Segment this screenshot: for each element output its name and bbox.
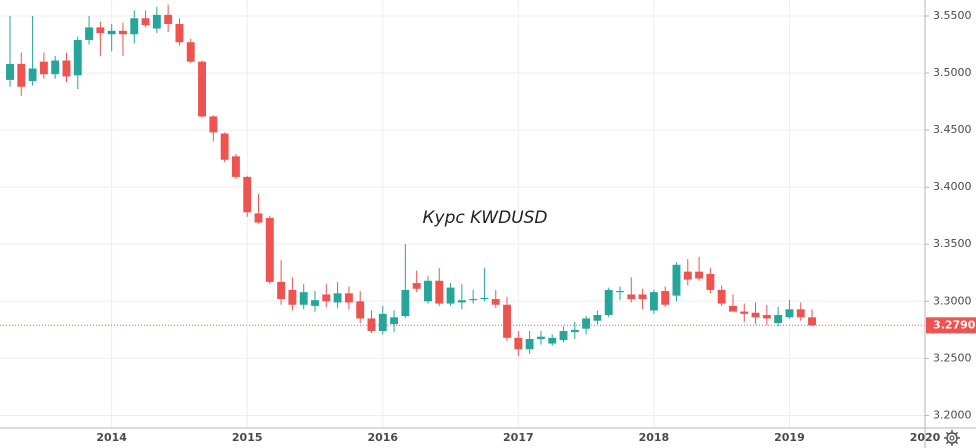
y-tick-label: 3.3500 <box>933 237 972 250</box>
time-axis-panel <box>0 428 976 448</box>
y-tick-label: 3.4500 <box>933 123 972 136</box>
candle-body <box>548 337 557 344</box>
candle-body <box>378 313 387 331</box>
candle-body <box>808 317 816 326</box>
candle-body <box>627 294 636 300</box>
candle-body <box>424 280 432 302</box>
settings-icon[interactable] <box>944 430 960 446</box>
x-tick-label: 2017 <box>503 431 534 444</box>
candle-body <box>672 264 681 296</box>
candle-body <box>175 23 184 43</box>
candle-body <box>390 317 399 325</box>
candle-body <box>164 14 173 24</box>
candle-body <box>107 30 116 35</box>
candle-body <box>265 217 274 282</box>
candle-body <box>17 63 26 87</box>
axes: 3.2000 3.2500 3.3000 3.3500 3.4000 3.4500 3.50… <box>96 9 976 444</box>
candle-body <box>638 294 647 300</box>
candle-body <box>774 315 783 323</box>
x-tick-label: 2014 <box>96 431 127 444</box>
candle-body <box>695 271 704 279</box>
candle-body <box>401 289 410 317</box>
candle-body <box>514 337 523 350</box>
x-tick-label: 2016 <box>367 431 398 444</box>
candle-body <box>299 292 308 305</box>
candle-body <box>231 156 240 177</box>
candle-body <box>356 301 365 319</box>
candle-body <box>706 273 715 290</box>
candle-body <box>616 291 624 293</box>
candle-body <box>525 338 534 350</box>
x-tick-label: 2018 <box>639 431 670 444</box>
last-price-box <box>926 317 976 334</box>
candles <box>0 4 925 357</box>
candle-body <box>435 280 444 304</box>
candle-body <box>570 329 579 333</box>
candle-body <box>683 271 692 280</box>
candle-body <box>243 176 252 213</box>
y-tick-label: 3.2000 <box>933 408 972 421</box>
y-tick-label: 3.5000 <box>933 66 972 79</box>
candle-body <box>73 39 82 76</box>
y-tick-label: 3.2500 <box>933 351 972 364</box>
candle-body <box>582 318 591 329</box>
candle-body <box>649 292 658 311</box>
last-price-label: 3.2790 <box>933 318 976 331</box>
candle-body <box>288 289 297 305</box>
y-tick-label: 3.4000 <box>933 180 972 193</box>
candle-body <box>39 61 48 75</box>
candle-body <box>85 27 94 40</box>
candle-body <box>661 291 670 305</box>
candle-body <box>119 30 127 35</box>
candle-body <box>457 300 466 303</box>
candle-body <box>277 281 286 300</box>
candle-body <box>152 14 161 29</box>
candle-body <box>412 283 421 289</box>
candle-body <box>796 309 805 318</box>
candle-body <box>785 309 794 318</box>
candle-body <box>28 68 37 82</box>
candle-body <box>729 305 737 312</box>
y-tick-label: 3.5500 <box>933 9 972 22</box>
candle-body <box>311 300 319 306</box>
candle-body <box>480 297 489 300</box>
candle-body <box>254 213 263 223</box>
candle-body <box>559 330 568 341</box>
candle-body <box>96 27 105 34</box>
candle-body <box>6 63 14 80</box>
y-tick-label: 3.3000 <box>933 294 972 307</box>
candle-body <box>344 293 353 303</box>
candle-body <box>740 311 749 314</box>
candle-body <box>717 289 726 304</box>
candle-body <box>186 42 195 62</box>
candle-body <box>762 315 771 319</box>
candle-body <box>604 289 613 316</box>
candle-body <box>141 18 150 26</box>
candle-body <box>322 294 331 302</box>
x-tick-label: 2019 <box>774 431 805 444</box>
candle-body <box>220 133 229 160</box>
candle-body <box>62 60 71 77</box>
price-axis-panel <box>925 0 976 448</box>
x-tick-label: 2015 <box>232 431 263 444</box>
candle-body <box>367 318 376 331</box>
chart-title: Курс KWDUSD <box>422 208 547 228</box>
candle-body <box>751 312 760 318</box>
candle-body <box>130 18 139 35</box>
candle-body <box>491 299 500 305</box>
candle-body <box>593 315 602 321</box>
x-tick-label: 2020 <box>910 431 941 444</box>
candle-body <box>446 287 455 304</box>
candle-body <box>503 304 511 338</box>
candle-body <box>209 116 218 133</box>
candle-body <box>469 299 478 301</box>
candle-body <box>51 60 60 75</box>
candle-body <box>333 293 342 303</box>
candle-body <box>536 336 545 339</box>
candle-body <box>198 61 206 117</box>
